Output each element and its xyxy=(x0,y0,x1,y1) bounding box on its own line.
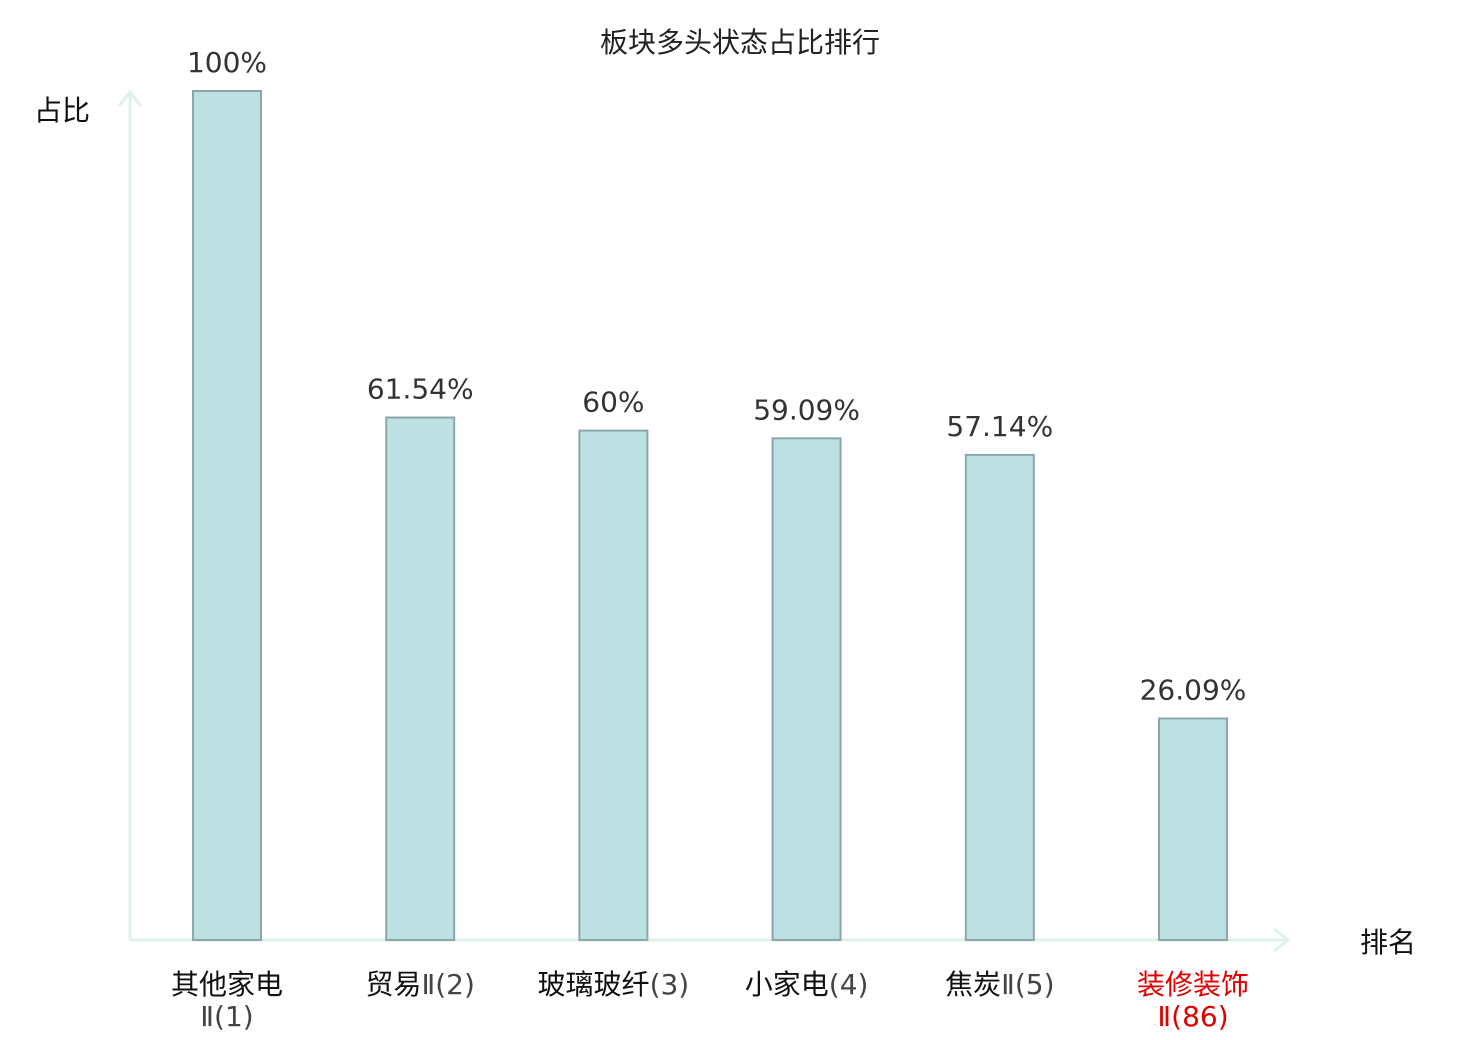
category-labels-group: 其他家电 Ⅱ(1) 贸易Ⅱ(2) 玻璃玻纤(3) 小家电(4) 焦炭Ⅱ(5) 装修装饰 Ⅱ(8… xyxy=(171,968,1249,1033)
x-axis-title: 排名 xyxy=(1360,926,1416,959)
bar-5 xyxy=(964,453,1035,941)
y-axis-title: 占比 xyxy=(34,94,90,127)
value-label-6: 26.09% xyxy=(1140,673,1247,706)
bars-group xyxy=(192,90,1228,942)
category-label-3: 玻璃玻纤(3) xyxy=(538,968,690,1001)
category-label-5: 焦炭Ⅱ(5) xyxy=(945,968,1054,1001)
bar-4 xyxy=(771,437,842,941)
category-label-6: 装修装饰 Ⅱ(86) xyxy=(1137,968,1249,1033)
bar-6 xyxy=(1158,717,1228,942)
value-label-2: 61.54% xyxy=(367,373,474,406)
bar-1 xyxy=(192,90,262,941)
category-label-1: 其他家电 Ⅱ(1) xyxy=(171,968,283,1033)
category-label-4: 小家电(4) xyxy=(745,968,869,1001)
value-label-3: 60% xyxy=(582,386,644,419)
x-axis-arrow xyxy=(1273,927,1291,953)
value-label-4: 59.09% xyxy=(753,393,860,426)
y-axis xyxy=(117,89,143,940)
value-label-1: 100% xyxy=(187,46,267,79)
bar-3 xyxy=(578,429,649,941)
x-axis xyxy=(130,927,1291,953)
value-label-5: 57.14% xyxy=(946,410,1053,443)
value-labels-group: 100% 61.54% 60% 59.09% 57.14% 26.09% xyxy=(187,46,1246,706)
y-axis-arrow xyxy=(117,89,143,107)
category-label-2: 贸易Ⅱ(2) xyxy=(365,968,474,1001)
bar-2 xyxy=(385,416,456,941)
chart-title: 板块多头状态占比排行 xyxy=(600,26,880,59)
